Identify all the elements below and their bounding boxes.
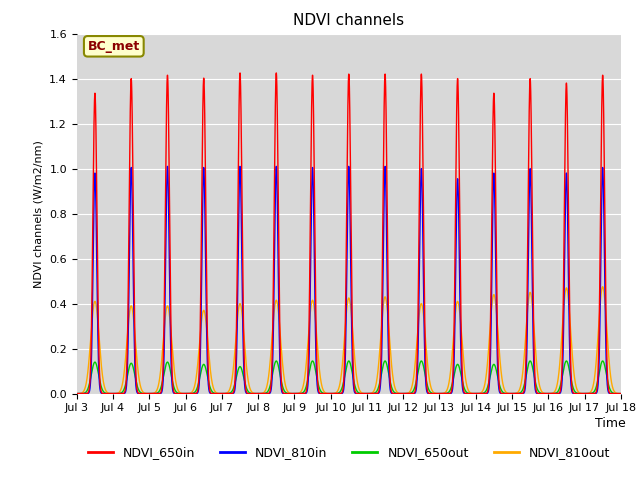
Legend: NDVI_650in, NDVI_810in, NDVI_650out, NDVI_810out: NDVI_650in, NDVI_810in, NDVI_650out, NDV… (83, 441, 615, 464)
Title: NDVI channels: NDVI channels (293, 13, 404, 28)
Y-axis label: NDVI channels (W/m2/nm): NDVI channels (W/m2/nm) (34, 140, 44, 288)
X-axis label: Time: Time (595, 417, 626, 430)
Text: BC_met: BC_met (88, 40, 140, 53)
